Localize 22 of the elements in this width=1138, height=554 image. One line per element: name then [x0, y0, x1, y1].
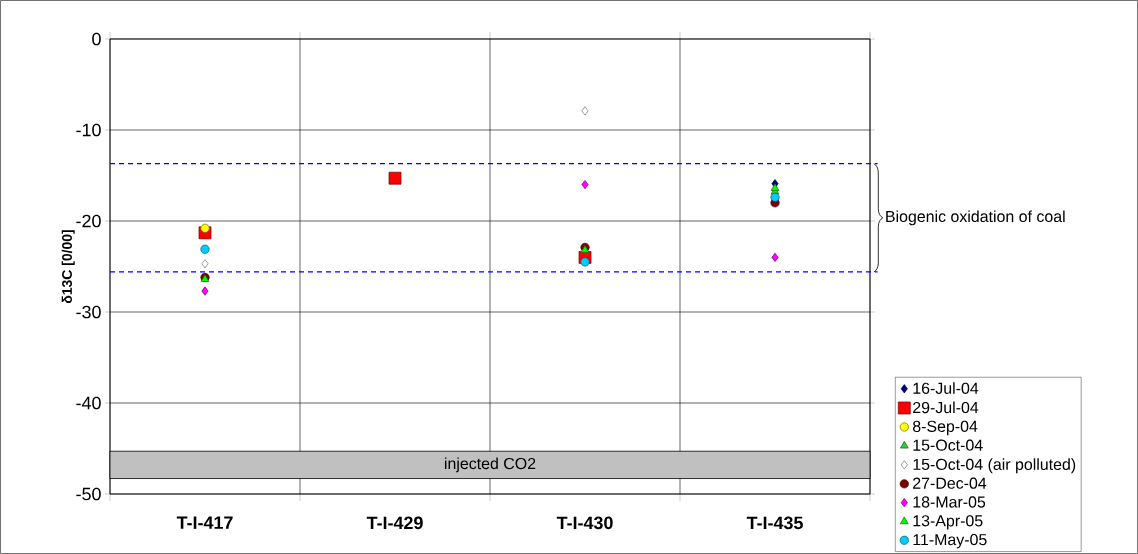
legend-label: 8-Sep-04 — [912, 420, 978, 436]
legend-label: 18-Mar-05 — [913, 496, 986, 508]
x-tick-label: T-I-430 — [556, 516, 613, 530]
y-tick-label: 0 — [92, 32, 101, 46]
legend-label: 11-May-05 — [913, 533, 987, 549]
y-tick-label: -10 — [76, 123, 101, 137]
legend-label: 15-Oct-04 (air polluted) — [913, 458, 1076, 474]
legend-label: 16-Jul-04 — [913, 382, 979, 394]
text: Biogenic oxidation of coal — [886, 210, 1065, 226]
legend-label: 13-Apr-05 — [913, 515, 983, 530]
y-tick-label: -20 — [76, 214, 101, 228]
x-tick-label: T-I-429 — [366, 516, 423, 530]
y-tick-label: -50 — [76, 487, 101, 501]
y-tick-label: -30 — [76, 305, 101, 319]
y-axis-title: δ13C [0/00] — [61, 230, 75, 304]
band-label: injected CO2 — [444, 457, 536, 473]
legend-label: 15-Oct-04 — [913, 439, 983, 451]
legend-label: 29-Jul-04 — [913, 401, 979, 414]
x-tick-label: T-I-435 — [746, 516, 803, 530]
y-tick-label: -40 — [76, 396, 101, 410]
legend-label: 27-Dec-04 — [913, 477, 987, 489]
x-tick-label: T-I-417 — [176, 516, 233, 529]
